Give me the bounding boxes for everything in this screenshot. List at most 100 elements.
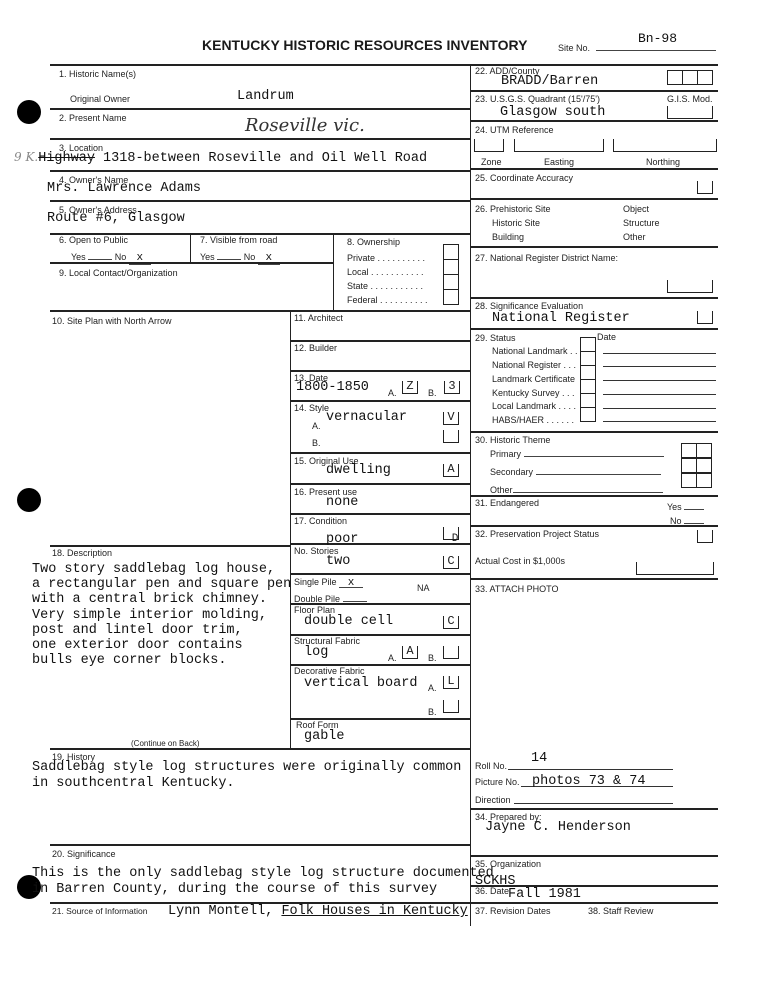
history-line: in southcentral Kentucky. (32, 775, 235, 791)
style-label: 14. Style (294, 403, 330, 413)
decorative-b-label: B. (428, 707, 437, 717)
status-checkbox[interactable] (580, 365, 596, 380)
style-b-box[interactable] (443, 430, 459, 443)
staff-review-label: 38. Staff Review (588, 906, 654, 916)
theme-box[interactable] (681, 443, 697, 458)
description-line: one exterior door contains (32, 638, 243, 654)
original-owner-value: Landrum (237, 89, 294, 104)
architect-label: 11. Architect (294, 313, 343, 323)
condition-box[interactable] (443, 527, 459, 540)
picture-no-label: Picture No. (475, 777, 520, 787)
county-code-box[interactable] (697, 70, 713, 85)
significance-eval-label: 28. Significance Evaluation (475, 301, 584, 311)
status-item: National Landmark . . (492, 346, 578, 356)
utm-zone-label: Zone (481, 157, 502, 167)
theme-box[interactable] (696, 458, 712, 473)
date-a-code: Z (406, 379, 414, 393)
present-use-label: 16. Present use (294, 487, 358, 497)
roll-no-value: 14 (531, 751, 548, 766)
utm-northing-box[interactable] (613, 139, 717, 152)
site-no-line (596, 38, 716, 51)
prepared-by-value: Jayne C. Henderson (485, 820, 631, 835)
style-a-box[interactable] (443, 412, 459, 425)
decorative-a-code: L (447, 674, 455, 688)
yes-label: Yes (200, 252, 215, 262)
source-value: Lynn Montell, Folk Houses in Kentucky (168, 904, 468, 919)
condition-value: poor (326, 532, 359, 547)
roof-form-label: Roof Form (296, 720, 339, 730)
style-a-code: V (447, 410, 455, 424)
county-code-box[interactable] (682, 70, 698, 85)
struck-text: Highway (38, 151, 95, 166)
floor-plan-box[interactable] (443, 616, 459, 629)
utm-zone-box[interactable] (474, 139, 504, 152)
punch-hole (17, 100, 41, 124)
theme-box[interactable] (681, 473, 697, 488)
attach-photo-label: 33. ATTACH PHOTO (475, 584, 559, 594)
ownership-federal: Federal . . . . . . . . . . (347, 295, 428, 305)
endangered-yes: Yes (667, 502, 705, 512)
builder-label: 12. Builder (294, 343, 338, 353)
structural-a-box[interactable] (402, 646, 418, 659)
status-checkbox[interactable] (580, 337, 596, 352)
decorative-a-box[interactable] (443, 676, 459, 689)
ownership-label: 8. Ownership (347, 237, 401, 247)
significance-label: 20. Significance (52, 849, 116, 859)
no-label: No (670, 516, 682, 526)
status-checkbox[interactable] (580, 351, 596, 366)
date-b-box[interactable] (444, 381, 460, 394)
county-code-box[interactable] (667, 70, 683, 85)
margin-note: 9 K. (14, 150, 39, 164)
theme-box[interactable] (696, 443, 712, 458)
ownership-checkbox[interactable] (443, 244, 459, 260)
ownership-checkbox[interactable] (443, 274, 459, 290)
ownership-checkbox[interactable] (443, 289, 459, 305)
add-county-label: 22. ADD/County (475, 66, 540, 76)
date-a-box[interactable] (402, 381, 418, 394)
date-b-label: B. (428, 388, 437, 398)
district-box[interactable] (667, 280, 713, 293)
actual-cost-box[interactable] (636, 562, 714, 575)
preservation-status-box[interactable] (697, 530, 713, 543)
present-name-label: 2. Present Name (59, 113, 127, 123)
utm-easting-box[interactable] (514, 139, 604, 152)
present-use-value: none (326, 495, 359, 510)
description-line: Very simple interior molding, (32, 607, 267, 623)
significance-eval-value: National Register (492, 311, 630, 326)
organization-label: 35. Organization (475, 859, 542, 869)
district-name-label: 27. National Register District Name: (475, 253, 619, 263)
status-checkbox[interactable] (580, 393, 596, 408)
theme-box[interactable] (696, 473, 712, 488)
prehistoric-site: 26. Prehistoric Site (475, 204, 551, 214)
continue-on-back: (Continue on Back) (131, 739, 200, 748)
gis-mod-box[interactable] (667, 106, 713, 119)
local-contact-label: 9. Local Contact/Organization (59, 268, 178, 278)
original-use-box[interactable] (443, 464, 459, 477)
utm-label: 24. UTM Reference (475, 125, 554, 135)
status-checkbox[interactable] (580, 379, 596, 394)
quadrant-value: Glasgow south (500, 105, 606, 120)
status-checkbox[interactable] (580, 407, 596, 422)
punch-hole (17, 488, 41, 512)
structural-fabric-value: log (304, 645, 329, 660)
ownership-checkbox[interactable] (443, 259, 459, 275)
endangered-label: 31. Endangered (475, 498, 540, 508)
floor-plan-code: C (447, 614, 455, 628)
coordinate-accuracy-box[interactable] (697, 181, 713, 194)
significance-eval-box[interactable] (697, 311, 713, 324)
stories-box[interactable] (443, 556, 459, 569)
roof-form-value: gable (304, 729, 345, 744)
structural-b-box[interactable] (443, 646, 459, 659)
theme-secondary: Secondary (490, 467, 661, 477)
coordinate-accuracy-label: 25. Coordinate Accuracy (475, 173, 574, 183)
direction-label: Direction (475, 795, 511, 805)
status-item: HABS/HAER . . . . . . (492, 415, 575, 425)
description-text: Two story saddlebag log house, a rectang… (32, 562, 291, 668)
decorative-b-box[interactable] (443, 700, 459, 713)
decorative-fabric-value: vertical board (304, 676, 418, 691)
original-owner-label: Original Owner (70, 94, 131, 104)
yes-label: Yes (667, 502, 682, 512)
quadrant-label: 23. U.S.G.S. Quadrant (15'/75') (475, 94, 600, 104)
theme-box[interactable] (681, 458, 697, 473)
style-b-label: B. (312, 438, 321, 448)
